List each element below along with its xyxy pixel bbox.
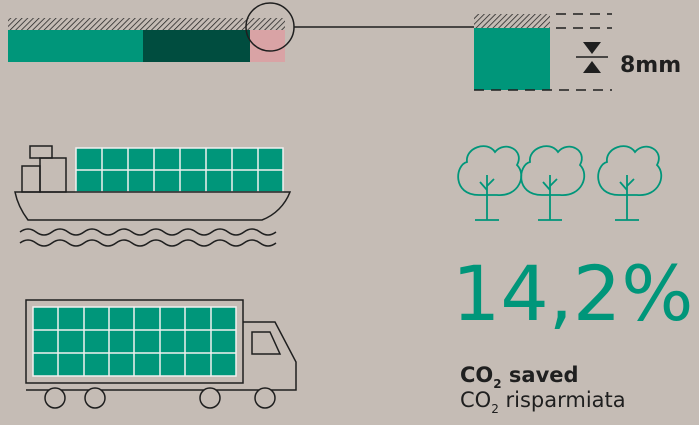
formula: CO — [460, 388, 491, 412]
layer-bar — [8, 2, 474, 62]
truck-icon — [25, 299, 297, 409]
subscript: 2 — [491, 402, 499, 416]
zoom-detail: 8mm — [474, 13, 681, 91]
stat-value: 14,2% — [452, 249, 693, 338]
trees-icon — [457, 145, 663, 221]
dimension-label: 8mm — [620, 53, 681, 78]
subscript: 2 — [493, 377, 501, 391]
label-text: saved — [502, 363, 579, 387]
formula: CO — [460, 363, 493, 387]
stat-label-it: CO2 risparmiata — [460, 388, 626, 416]
ship-icon — [14, 145, 292, 247]
stat-label-en: CO2 saved — [460, 363, 579, 391]
label-text: risparmiata — [499, 388, 626, 412]
